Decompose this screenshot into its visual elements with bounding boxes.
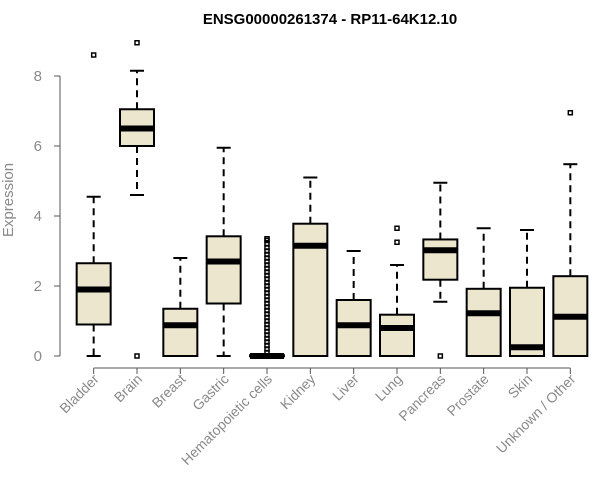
box-group <box>75 52 112 357</box>
x-tick-label: Unknown / Other <box>493 371 579 457</box>
chart-title: ENSG00000261374 - RP11-64K12.10 <box>203 11 457 28</box>
x-tick-label: Breast <box>149 371 189 411</box>
x-tick-label: Pancreas <box>395 371 448 424</box>
x-tick-label: Liver <box>329 371 362 404</box>
outlier-point <box>394 225 400 231</box>
outlier-point <box>394 239 400 245</box>
box-group <box>162 257 199 357</box>
x-tick-label: Bladder <box>56 371 102 417</box>
y-tick-label: 6 <box>34 138 42 155</box>
y-axis-label: Expression <box>0 163 17 237</box>
box-group <box>465 227 502 357</box>
box-iqr <box>205 235 242 305</box>
box-iqr <box>465 287 502 357</box>
box-group <box>552 110 589 358</box>
box-group <box>119 40 155 359</box>
x-tick-label: Brain <box>111 371 145 405</box>
box-group <box>205 146 242 357</box>
y-tick-label: 8 <box>34 68 42 85</box>
outlier-point <box>437 353 444 359</box>
x-tick-label: Skin <box>505 371 536 402</box>
box-group <box>292 176 329 357</box>
box-group <box>379 225 415 358</box>
box-group <box>509 229 545 357</box>
outlier-point <box>134 40 140 46</box>
outlier-point <box>90 52 97 58</box>
x-tick-label: Lung <box>372 371 405 404</box>
y-tick-label: 4 <box>34 208 42 225</box>
box-iqr <box>379 313 415 358</box>
box-iqr <box>162 307 199 357</box>
box-iqr <box>422 238 459 281</box>
x-tick-label: Prostate <box>444 371 492 419</box>
box-group <box>249 236 285 359</box>
plot-area <box>75 40 589 359</box>
box-group <box>335 250 372 357</box>
x-tick-label: Kidney <box>277 371 319 413</box>
y-tick-label: 2 <box>34 278 42 295</box>
y-axis: 0 2 4 6 8 <box>34 68 61 365</box>
outlier-point <box>567 110 574 116</box>
outlier-point <box>134 353 140 359</box>
x-tick-label: Gastric <box>189 371 232 414</box>
y-tick-label: 0 <box>34 348 42 365</box>
box-iqr <box>75 262 112 326</box>
box-group <box>422 181 459 359</box>
outlier-point <box>264 236 270 242</box>
